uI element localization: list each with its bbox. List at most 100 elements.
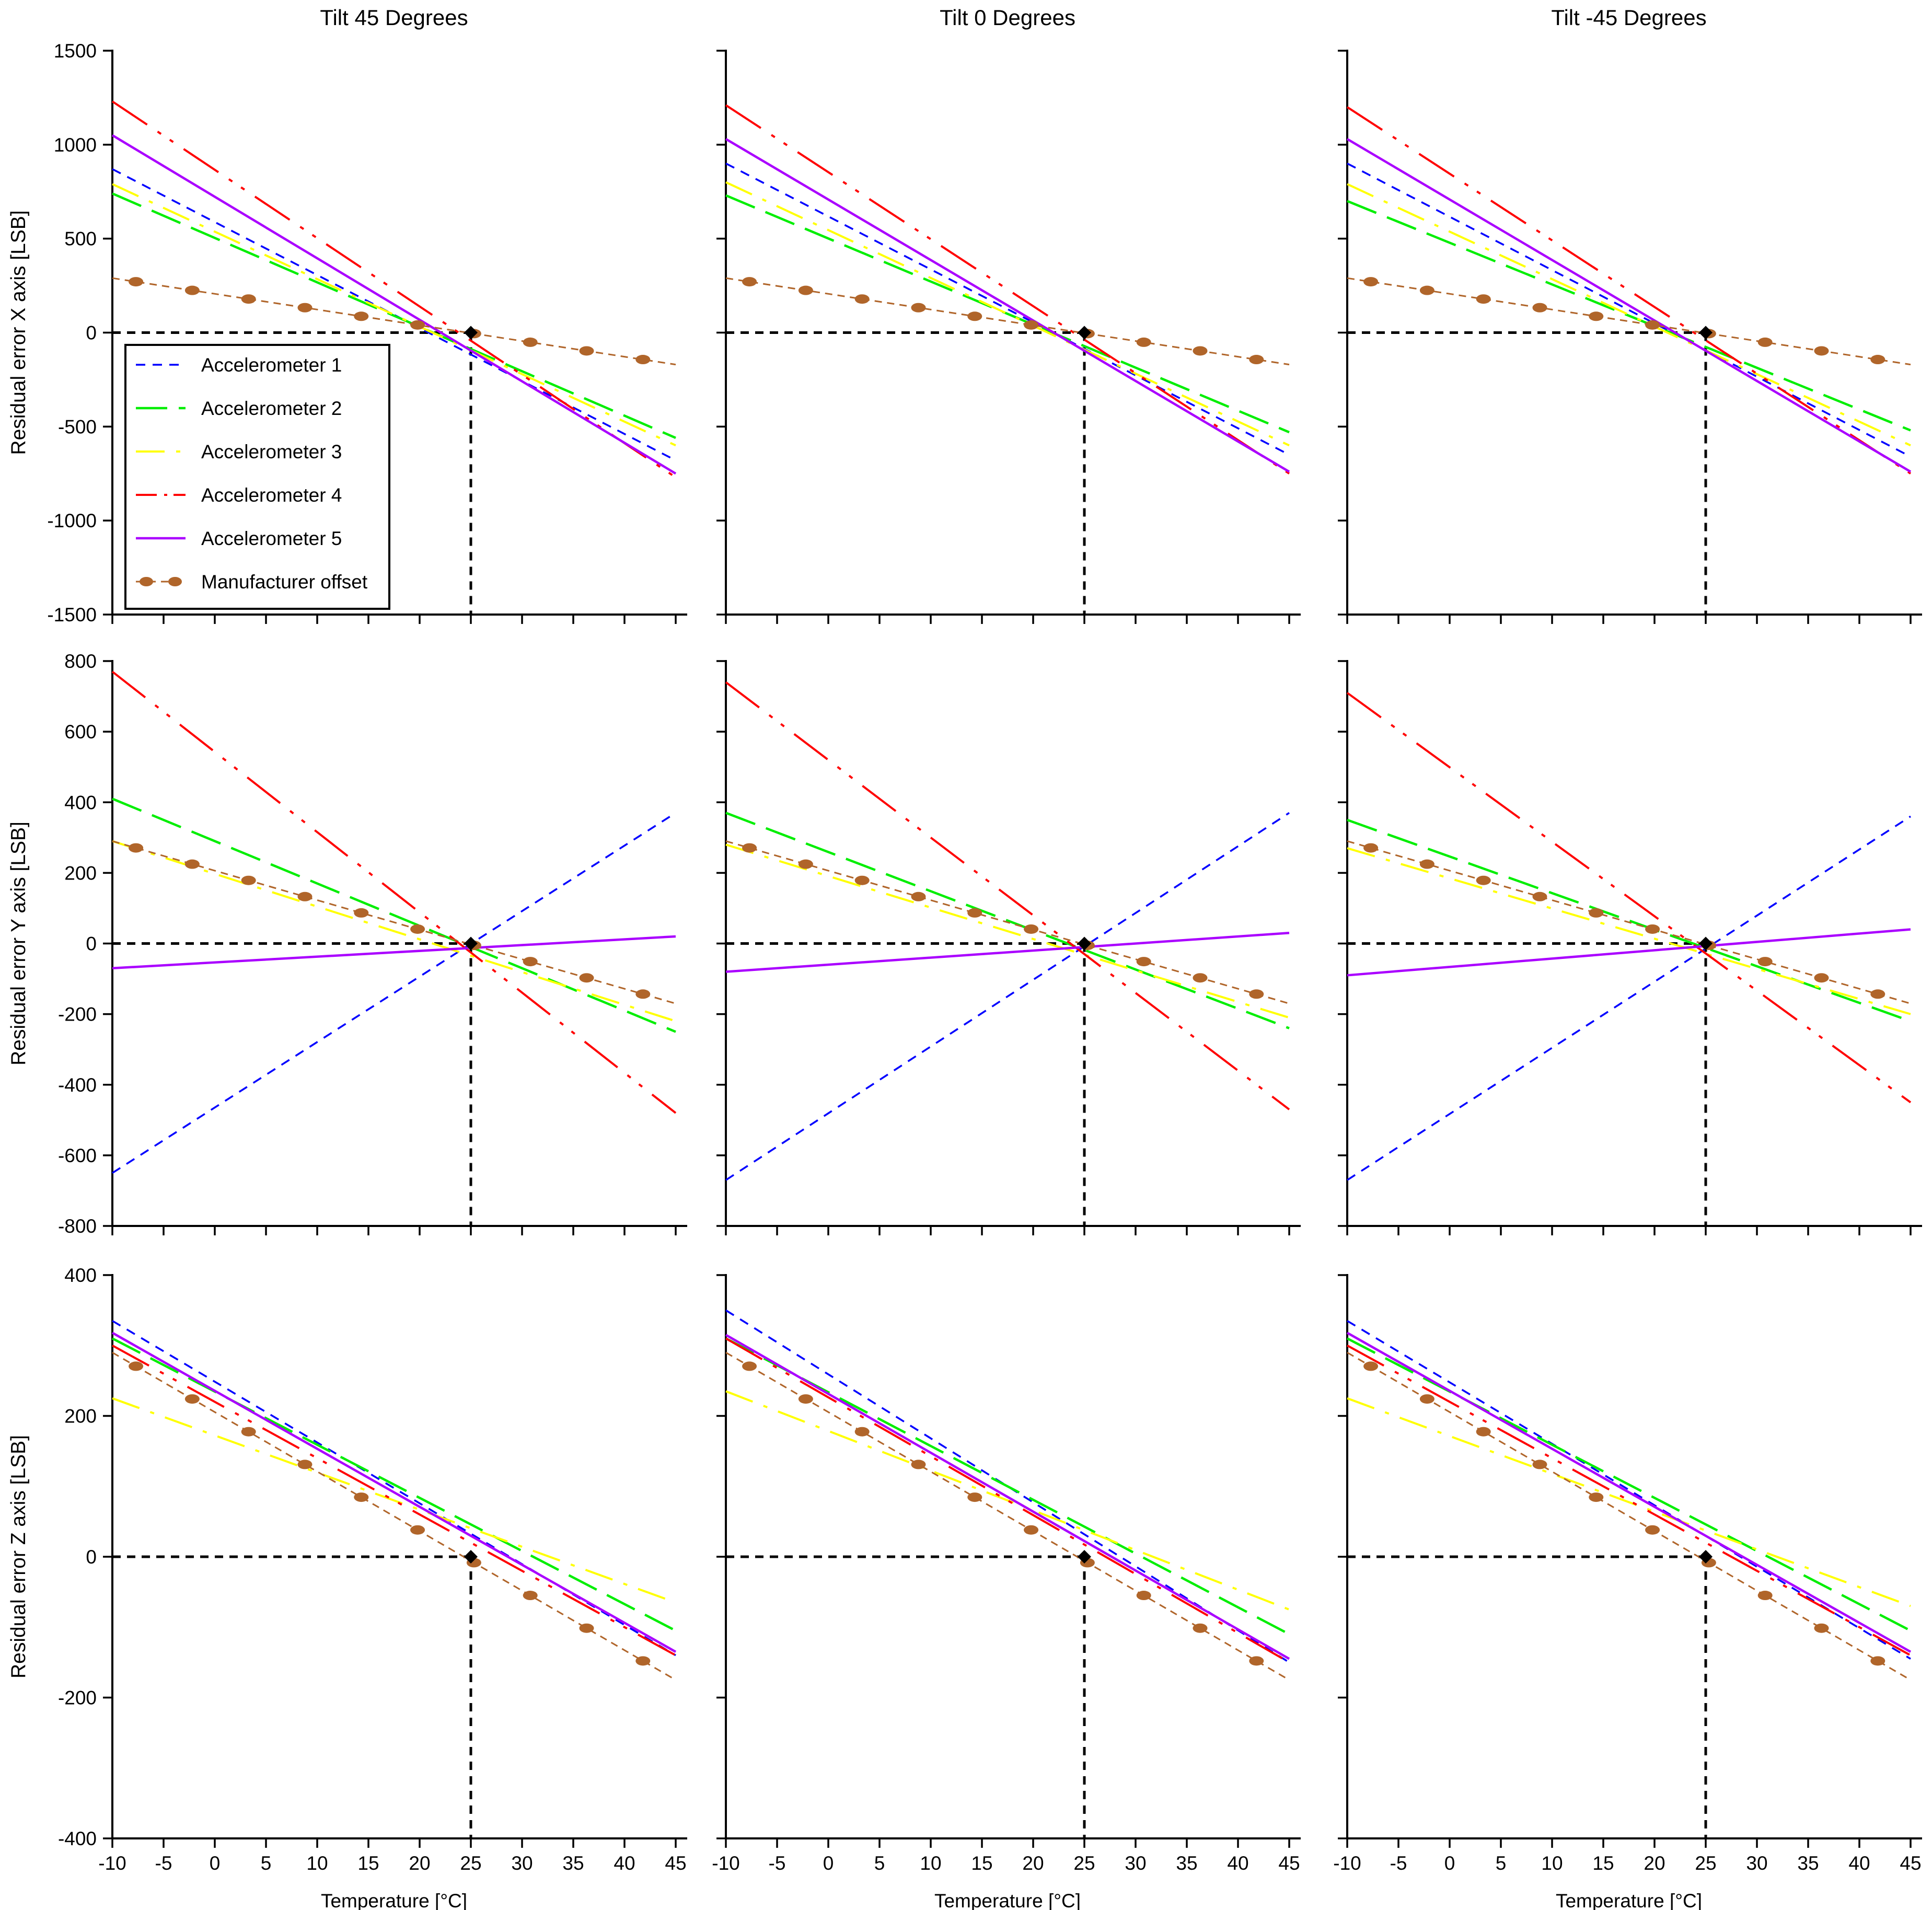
offset-marker	[1363, 843, 1379, 853]
x-tick-label: 0	[823, 1853, 834, 1874]
x-tick-label: -10	[98, 1853, 126, 1874]
chart-panel-4	[716, 660, 1301, 1235]
column-title-2: Tilt -45 Degrees	[1551, 5, 1706, 30]
series-line-accelerometer-5	[1346, 138, 1912, 473]
x-tick-label: -5	[1390, 1853, 1407, 1874]
y-tick-label: -600	[58, 1145, 97, 1166]
series-line-accelerometer-5	[725, 138, 1290, 473]
series-line-accelerometer-2	[111, 1337, 677, 1632]
legend: Accelerometer 1 Accelerometer 2 Accelerome…	[124, 344, 390, 610]
column-title-1: Tilt 0 Degrees	[940, 5, 1075, 30]
offset-marker	[911, 892, 926, 901]
x-tick-label: 0	[210, 1853, 221, 1874]
offset-marker	[1476, 294, 1491, 304]
offset-marker	[184, 285, 200, 295]
series-line-accelerometer-1	[112, 168, 676, 461]
x-tick-label: -5	[769, 1853, 786, 1874]
reference-diamond-marker	[464, 936, 478, 951]
x-tick-label: 40	[614, 1853, 635, 1874]
offset-marker	[967, 1492, 982, 1502]
x-tick-label: 40	[1848, 1853, 1870, 1874]
series-line-accelerometer-4	[112, 1344, 676, 1657]
series-line-manufacturer-offset	[725, 840, 1290, 1004]
offset-marker	[129, 1361, 144, 1371]
offset-marker	[1757, 957, 1773, 967]
offset-marker	[1363, 277, 1379, 287]
series-line-accelerometer-4	[111, 670, 677, 1114]
series-line-accelerometer-5	[725, 1334, 1290, 1660]
offset-marker	[297, 303, 313, 312]
x-tick-label: 20	[1022, 1853, 1044, 1874]
x-tick-label: -5	[155, 1853, 172, 1874]
y-tick-label: 600	[64, 721, 97, 743]
legend-item-0: Accelerometer 1	[136, 354, 342, 376]
offset-marker	[967, 908, 982, 918]
series-line-accelerometer-1	[112, 1320, 676, 1657]
y-tick-label: 0	[86, 322, 97, 344]
x-tick-label: 15	[357, 1853, 379, 1874]
x-tick-label: 15	[971, 1853, 992, 1874]
x-tick-label: 45	[1900, 1853, 1921, 1874]
offset-marker	[742, 1361, 757, 1371]
row-ylabel-2: Residual error Z axis [LSB]	[7, 1435, 30, 1679]
x-tick-label: 45	[1278, 1853, 1300, 1874]
series-line-accelerometer-5	[1346, 1332, 1912, 1653]
offset-marker	[1249, 989, 1264, 999]
chart-panel-8: -10 -5 0 5 10 15 20 25 30 35 40 45 Temperature [°C]	[1333, 1274, 1922, 1910]
x-tick-label: 10	[920, 1853, 941, 1874]
y-tick-label: -500	[58, 416, 97, 437]
offset-marker	[911, 1460, 926, 1469]
x-tick-label: 15	[1592, 1853, 1614, 1874]
offset-marker	[1870, 355, 1885, 365]
y-tick-label: -1000	[47, 510, 97, 531]
offset-marker	[854, 294, 870, 304]
series-line-accelerometer-4	[725, 681, 1290, 1110]
series-line-accelerometer-4	[1346, 692, 1912, 1104]
series-line-accelerometer-4	[725, 1337, 1290, 1663]
offset-marker	[1193, 1623, 1208, 1633]
offset-marker	[798, 1394, 813, 1404]
offset-marker	[1249, 355, 1264, 365]
offset-marker	[523, 337, 538, 347]
offset-marker	[1589, 908, 1604, 918]
offset-marker	[1870, 1656, 1885, 1666]
offset-marker	[579, 1623, 594, 1633]
series-line-accelerometer-1	[1347, 163, 1911, 458]
chart-panel-1	[716, 50, 1301, 624]
offset-marker	[1024, 1525, 1039, 1535]
x-tick-label: -10	[1333, 1853, 1361, 1874]
legend-label: Manufacturer offset	[201, 571, 368, 593]
reference-diamond-marker	[1078, 936, 1091, 951]
legend-label: Accelerometer 5	[201, 528, 342, 549]
series-line-accelerometer-2	[725, 194, 1290, 434]
series-line-accelerometer-3	[112, 840, 676, 1023]
y-tick-label: 200	[64, 862, 97, 884]
offset-marker	[129, 843, 144, 853]
offset-marker	[1136, 1591, 1151, 1601]
offset-marker	[579, 973, 594, 983]
x-axis-label: Temperature [°C]	[934, 1890, 1081, 1910]
offset-marker	[1645, 1525, 1660, 1535]
x-tick-label: 30	[1125, 1853, 1146, 1874]
x-tick-label: 20	[409, 1853, 430, 1874]
offset-marker	[297, 892, 313, 901]
offset-marker	[410, 1525, 425, 1535]
offset-marker	[354, 908, 369, 918]
series-line-accelerometer-3	[112, 1397, 676, 1604]
legend-item-1: Accelerometer 2	[136, 398, 342, 419]
legend-marker	[140, 577, 153, 586]
offset-marker	[1589, 311, 1604, 321]
offset-marker	[1645, 924, 1660, 934]
x-tick-label: 35	[1797, 1853, 1819, 1874]
x-tick-label: 25	[1695, 1853, 1716, 1874]
offset-marker	[854, 1427, 870, 1437]
offset-marker	[854, 875, 870, 885]
offset-marker	[184, 1394, 200, 1404]
offset-marker	[1476, 875, 1491, 885]
y-tick-label: 1500	[54, 40, 97, 62]
series-line-accelerometer-5	[111, 134, 677, 475]
legend-item-3: Accelerometer 4	[136, 484, 342, 506]
offset-marker	[1363, 1361, 1379, 1371]
x-tick-label: 10	[306, 1853, 328, 1874]
offset-marker	[1532, 1460, 1547, 1469]
